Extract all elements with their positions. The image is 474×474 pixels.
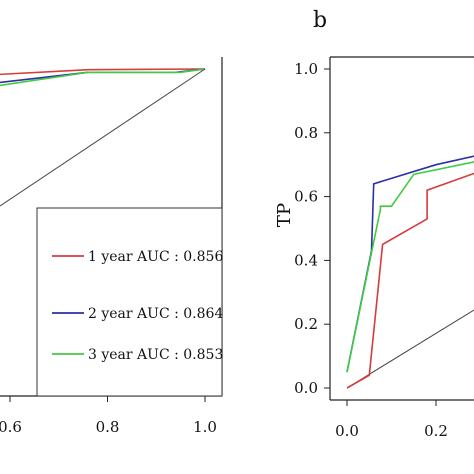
panel-b-y-axis-title: TP [274,203,295,227]
panel-b-y-tick-label: 0.4 [294,251,318,269]
panel-a-x-tick-label: 0.8 [96,418,120,436]
panel-b-series-line-3 [346,161,474,373]
panel-a-series-line-3 [0,68,206,87]
panel-b-series-line-1 [346,172,474,389]
panel-a-x-tick-label: 1.0 [193,418,217,436]
panel-b-y-tick-label: 0.0 [294,379,318,397]
panel-b: b TP 0.0 0.2 0.4 0.6 0.8 1.0 0.0 0.2 [274,8,474,440]
panel-b-x-tick-label: 0.2 [424,422,448,440]
panel-b-y-tick-label: 0.2 [294,315,318,333]
panel-b-y-tick-label: 0.8 [294,124,318,142]
legend-label-3: 3 year AUC : 0.853 [88,347,223,363]
panel-b-y-ticks: 0.0 0.2 0.4 0.6 0.8 1.0 [294,60,330,397]
panel-a-x-ticks: 0.6 0.8 1.0 [0,396,217,436]
legend-box [36,207,223,397]
panel-b-series-line-2 [346,155,474,373]
panel-b-letter: b [313,8,327,33]
panel-a: 0.6 0.8 1.0 1 year AUC : 0.856 2 year AUC :… [0,57,223,436]
legend-label-2: 2 year AUC : 0.864 [88,306,223,322]
panel-b-x-ticks: 0.0 0.2 [335,400,448,440]
legend-label-1: 1 year AUC : 0.856 [88,249,223,265]
panel-a-series [0,68,206,87]
panel-a-diagonal [0,68,206,207]
panel-b-x-tick-label: 0.0 [335,422,359,440]
panel-b-y-tick-label: 1.0 [294,60,318,78]
panel-a-x-tick-label: 0.6 [0,418,22,436]
panel-a-series-line-1 [0,68,206,76]
legend: 1 year AUC : 0.856 2 year AUC : 0.864 3 ye… [52,249,223,363]
panel-b-y-tick-label: 0.6 [294,188,318,206]
panel-b-series [346,155,474,389]
